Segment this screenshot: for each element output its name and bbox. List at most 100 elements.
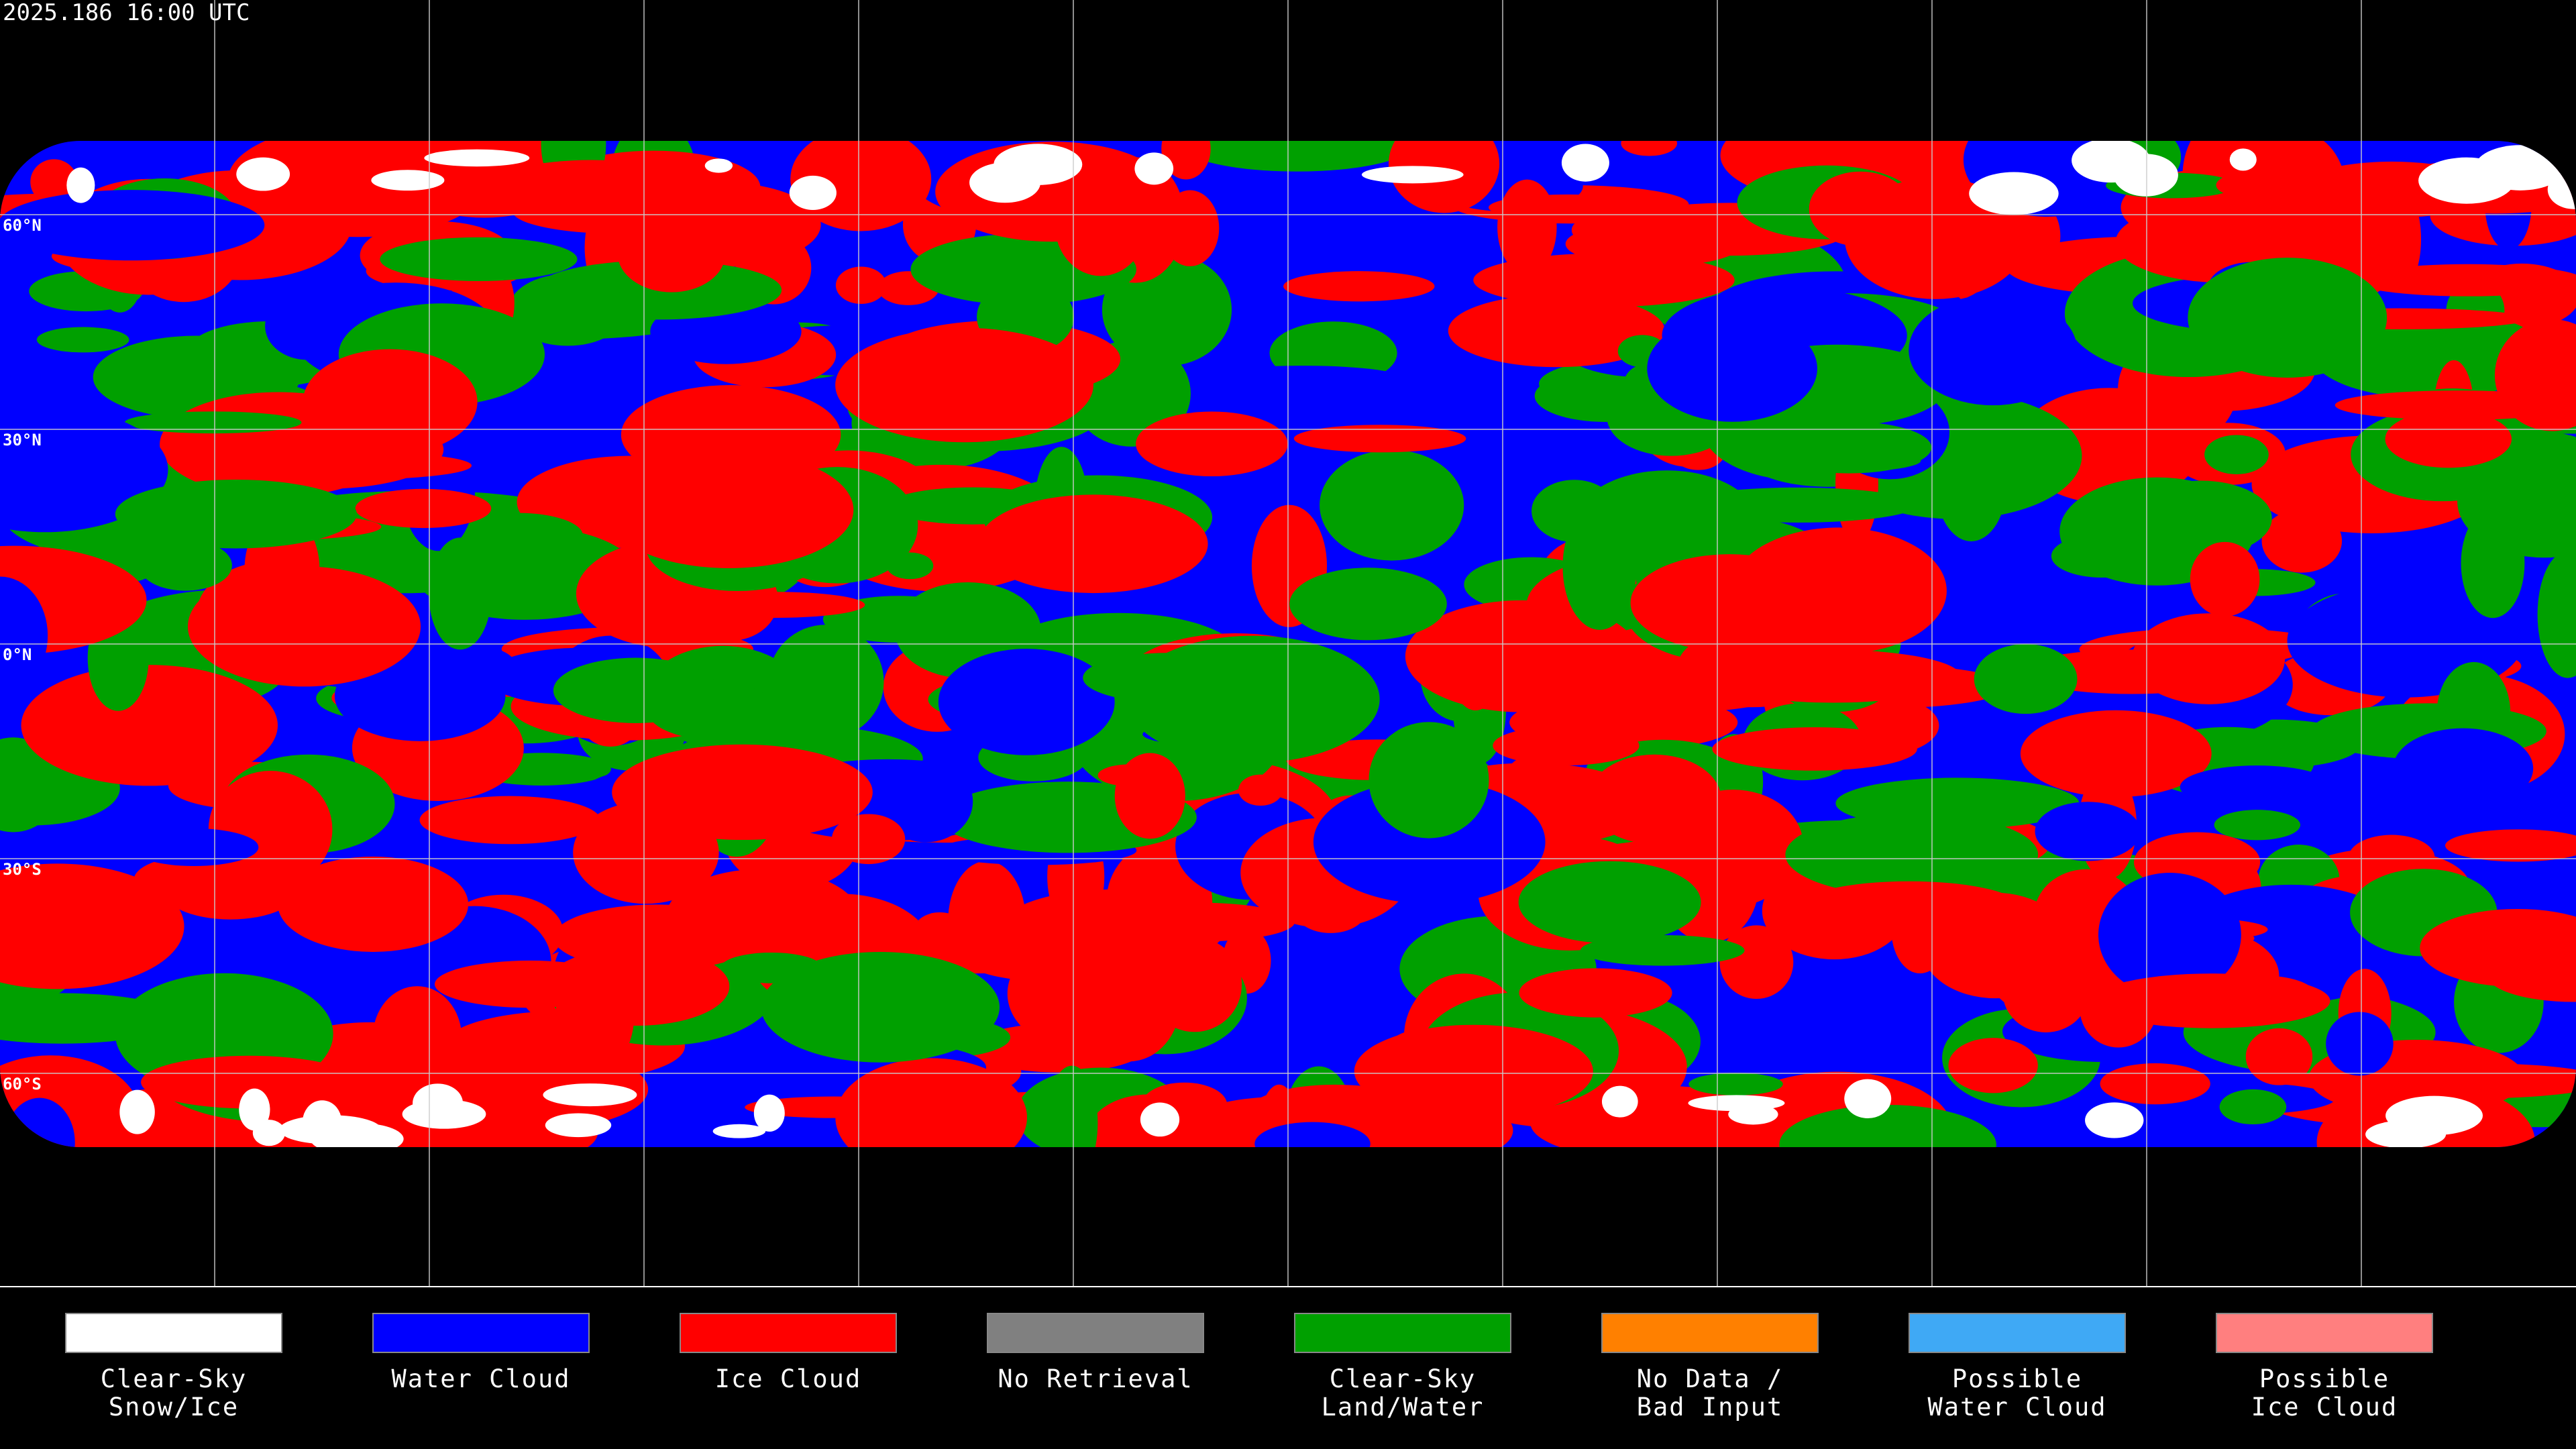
cloud-patch: [1283, 271, 1435, 302]
cloud-patch: [553, 657, 718, 723]
cloud-patch: [36, 327, 129, 353]
legend-swatch: [680, 1313, 897, 1353]
cloud-patch: [835, 266, 887, 305]
cloud-patch: [0, 576, 48, 695]
cloud-patch: [1497, 179, 1557, 275]
cloud-patch: [508, 274, 627, 346]
cloud-patch: [1097, 764, 1164, 787]
snow-patch: [2113, 154, 2178, 197]
cloud-patch: [2100, 1063, 2210, 1105]
cloud-patch: [1835, 777, 2080, 829]
cloud-patch: [419, 796, 601, 845]
snow-patch: [119, 1089, 155, 1134]
legend-label: Bad Input: [1637, 1393, 1783, 1421]
cloud-patch: [1712, 727, 1917, 771]
legend-label: Ice Cloud: [2251, 1393, 2398, 1421]
cloud-patch: [2219, 1089, 2287, 1125]
cloud-patch: [831, 814, 906, 865]
cloud-patch: [978, 494, 1208, 594]
legend-swatch: [987, 1313, 1204, 1353]
cloud-patch: [1161, 141, 1211, 180]
snow-patch: [1601, 1085, 1638, 1118]
cloud-patch: [2131, 613, 2286, 704]
cloud-patch: [938, 649, 1115, 755]
cloud-patch: [1647, 315, 1817, 422]
lat-label: 0°N: [3, 645, 32, 664]
cloud-patch: [2216, 168, 2338, 202]
lat-label: 60°S: [3, 1075, 42, 1093]
cloud-patch: [2020, 710, 2212, 798]
timestamp: 2025.186 16:00 UTC: [3, 0, 250, 26]
cloud-patch: [1313, 780, 1546, 904]
snow-patch: [310, 1122, 404, 1147]
cloud-patch: [1354, 1024, 1593, 1118]
snow-patch: [424, 149, 530, 167]
cloud-patch: [429, 537, 492, 650]
cloud-patch: [913, 912, 966, 951]
cloud-patch: [141, 1055, 358, 1109]
cloud-patch: [1562, 503, 1637, 630]
snow-patch: [1728, 1104, 1778, 1125]
cloud-patch: [334, 650, 506, 741]
snow-patch: [712, 1124, 766, 1138]
cloud-patch: [124, 411, 302, 434]
snow-patch: [2486, 160, 2539, 176]
legend-label: Clear-Sky: [101, 1364, 247, 1393]
cloud-patch: [1180, 141, 1413, 172]
snow-patch: [1134, 152, 1174, 185]
legend-label: Snow/Ice: [109, 1393, 239, 1421]
cloud-patch: [278, 856, 469, 952]
cloud-patch: [1136, 411, 1288, 477]
cloud-patch: [2204, 435, 2269, 474]
cloud-patch: [492, 160, 693, 209]
legend-label: No Data /: [1637, 1364, 1783, 1393]
cloud-patch: [2334, 390, 2576, 421]
cloud-patch: [2002, 953, 2089, 1032]
legend-swatch: [65, 1313, 282, 1353]
legend-label: Possible: [1952, 1364, 2082, 1393]
lat-label: 30°N: [3, 431, 42, 449]
cloud-patch: [2130, 480, 2272, 556]
cloud-patch: [30, 159, 78, 205]
cloud-patch: [2098, 873, 2241, 997]
cloud-patch: [1891, 885, 1949, 974]
cloud-patch: [971, 945, 1157, 983]
legend-label: Clear-Sky: [1330, 1364, 1476, 1393]
cloud-patch: [1405, 600, 1640, 712]
snow-patch: [1969, 172, 2059, 215]
cloud-patch: [1677, 487, 1917, 523]
cloud-patch: [544, 947, 730, 1026]
legend-swatch: [2216, 1313, 2433, 1353]
cloud-patch: [2537, 551, 2576, 678]
lat-label: 30°S: [3, 860, 42, 879]
cloud-patch: [1785, 813, 2039, 897]
cloud-patch: [878, 760, 973, 843]
cloud-patch: [1388, 141, 1500, 213]
snow-patch: [543, 1083, 637, 1107]
cloud-patch: [1238, 774, 1283, 806]
cloud-patch: [1699, 824, 1798, 876]
cloud-patch: [604, 451, 854, 568]
cloud-patch: [2352, 264, 2576, 297]
cloud-patch: [1193, 366, 1413, 398]
cloud-patch: [1289, 568, 1447, 641]
cloud-patch: [2180, 765, 2334, 809]
cloud-patch: [2035, 802, 2141, 861]
cloud-patch: [617, 214, 726, 292]
cloud-patch: [1779, 1104, 1996, 1147]
cloud-patch: [1293, 425, 1466, 453]
cloud-patch: [1935, 423, 2007, 541]
cloud-patch: [1974, 644, 2078, 714]
cloud-patch: [1766, 421, 1932, 474]
cloud-patch: [1254, 1122, 1371, 1147]
cloud-patch: [21, 665, 278, 786]
snow-patch: [2385, 1095, 2483, 1136]
snow-patch: [66, 167, 95, 203]
cloud-patch: [1948, 1038, 2038, 1093]
snow-patch: [1844, 1079, 1892, 1119]
lat-labels: 60°N 30°N 0°N 30°S 60°S: [3, 216, 42, 1093]
cloud-patch: [573, 801, 719, 904]
snow-patch: [413, 1083, 464, 1123]
